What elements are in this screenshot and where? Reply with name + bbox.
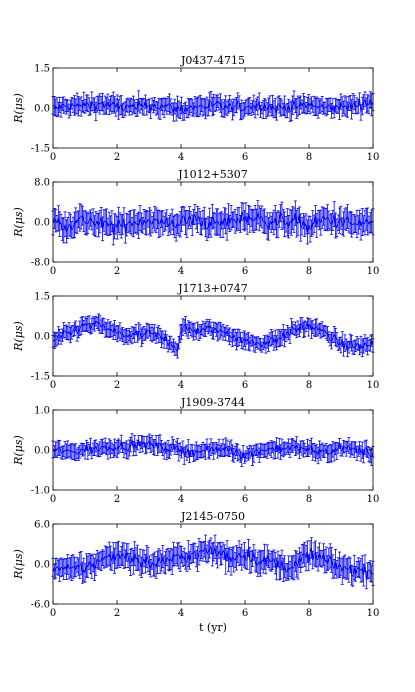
- y-axis-label: R(μs): [12, 93, 25, 124]
- panel-title: J0437-4715: [180, 54, 245, 67]
- x-tick-label: 8: [306, 608, 312, 619]
- y-tick-label: -1.0: [31, 486, 50, 497]
- residual-line: [52, 320, 374, 353]
- x-tick-label: 8: [306, 494, 312, 505]
- y-axis-label: R(μs): [12, 207, 25, 238]
- x-tick-label: 8: [306, 152, 312, 163]
- y-axis-label: R(μs): [12, 549, 25, 580]
- y-tick-label: -8.0: [31, 258, 50, 269]
- x-tick-label: 10: [367, 380, 380, 391]
- panel-title: J2145-0750: [180, 510, 245, 523]
- x-tick-label: 10: [367, 608, 380, 619]
- x-tick-label: 4: [178, 494, 184, 505]
- residual-line: [52, 544, 374, 581]
- residual-panel-1: J0437-4715 R(μs) 0 2 4 6 8 10 -1.5 0.0 1.5: [12, 54, 379, 163]
- x-tick-label: 0: [50, 494, 56, 505]
- x-tick-label: 4: [178, 152, 184, 163]
- x-tick-label: 2: [114, 152, 120, 163]
- x-tick-label: 6: [242, 380, 248, 391]
- residual-line: [52, 97, 374, 114]
- y-tick-label: 0.0: [34, 446, 50, 457]
- panel-title: J1713+0747: [177, 282, 248, 295]
- panel-title: J1012+5307: [177, 168, 248, 181]
- y-axis-label: R(μs): [12, 435, 25, 466]
- y-tick-label: 0.0: [34, 332, 50, 343]
- residual-panel-3: J1713+0747 R(μs) 0 2 4 6 8 10 -1.5 0.0 1.5: [12, 282, 379, 391]
- x-tick-label: 2: [114, 380, 120, 391]
- x-tick-label: 0: [50, 608, 56, 619]
- x-tick-label: 8: [306, 266, 312, 277]
- y-tick-label: 8.0: [34, 178, 50, 189]
- residual-panel-4: J1909-3744 R(μs) 0 2 4 6 8 10 -1.0 0.0 1.0: [12, 396, 379, 505]
- y-tick-label: 1.0: [34, 406, 50, 417]
- panel-title: J1909-3744: [180, 396, 245, 409]
- x-tick-label: 6: [242, 608, 248, 619]
- x-tick-label: 0: [50, 266, 56, 277]
- residual-line: [52, 439, 374, 462]
- y-tick-label: 1.5: [34, 64, 50, 75]
- y-tick-label: 0.0: [34, 560, 50, 571]
- x-tick-label: 6: [242, 494, 248, 505]
- x-axis-label: t (yr): [199, 621, 227, 634]
- y-tick-label: -1.5: [31, 144, 50, 155]
- x-tick-label: 4: [178, 380, 184, 391]
- x-tick-label: 2: [114, 266, 120, 277]
- x-tick-label: 0: [50, 380, 56, 391]
- x-tick-label: 4: [178, 266, 184, 277]
- x-tick-label: 2: [114, 608, 120, 619]
- y-tick-label: -6.0: [31, 600, 50, 611]
- residual-line: [52, 211, 374, 235]
- residual-panel-2: J1012+5307 R(μs) 0 2 4 6 8 10 -8.0 0.0 8.0: [12, 168, 379, 277]
- x-tick-label: 6: [242, 266, 248, 277]
- y-axis-label: R(μs): [12, 321, 25, 352]
- x-tick-label: 8: [306, 380, 312, 391]
- x-tick-label: 6: [242, 152, 248, 163]
- x-tick-label: 0: [50, 152, 56, 163]
- x-tick-label: 4: [178, 608, 184, 619]
- y-tick-label: 1.5: [34, 292, 50, 303]
- x-tick-label: 2: [114, 494, 120, 505]
- residual-panel-5: J2145-0750 R(μs) 0 2 4 6 8 10 -6.0 0.0 6.0 t (yr): [12, 510, 379, 634]
- x-tick-label: 10: [367, 266, 380, 277]
- x-tick-label: 10: [367, 152, 380, 163]
- y-tick-label: 0.0: [34, 104, 50, 115]
- y-tick-label: -1.5: [31, 372, 50, 383]
- y-tick-label: 6.0: [34, 520, 50, 531]
- x-tick-label: 10: [367, 494, 380, 505]
- y-tick-label: 0.0: [34, 218, 50, 229]
